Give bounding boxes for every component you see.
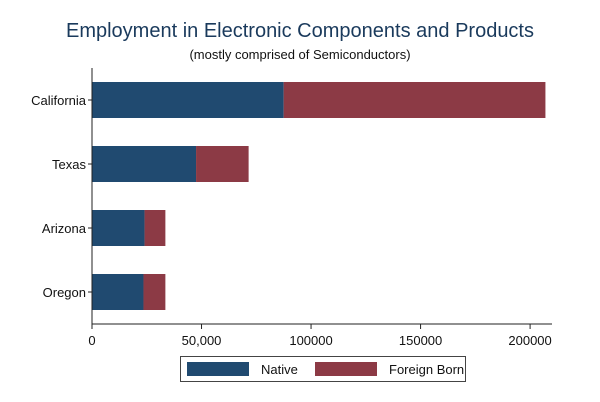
category-label-texas: Texas <box>52 157 86 172</box>
legend-label-native: Native <box>261 361 298 377</box>
legend-swatch-native <box>187 362 249 376</box>
x-tick-label-4: 200000 <box>508 333 551 348</box>
bar-texas-foreign-born <box>196 146 249 182</box>
x-tick-label-2: 100000 <box>289 333 332 348</box>
bar-arizona-foreign-born <box>144 210 166 246</box>
chart-legend: Native Foreign Born <box>180 356 466 382</box>
bar-texas-native <box>92 146 197 182</box>
bar-arizona-native <box>92 210 145 246</box>
x-tick-label-3: 150000 <box>399 333 442 348</box>
legend-swatch-foreign-born <box>315 362 377 376</box>
legend-label-foreign-born: Foreign Born <box>389 361 465 377</box>
bar-california-native <box>92 82 284 118</box>
x-tick-label-0: 0 <box>88 333 95 348</box>
category-label-arizona: Arizona <box>42 221 87 236</box>
bar-california-foreign-born <box>283 82 546 118</box>
category-label-california: California <box>31 93 87 108</box>
chart-subtitle: (mostly comprised of Semiconductors) <box>189 47 411 62</box>
bar-oregon-native <box>92 274 144 310</box>
x-tick-label-1: 50,000 <box>182 333 222 348</box>
chart-title: Employment in Electronic Components and … <box>65 20 534 42</box>
legend-item-native: Native <box>181 362 309 377</box>
legend-item-foreign-born: Foreign Born <box>309 362 464 377</box>
category-label-oregon: Oregon <box>43 285 86 300</box>
bar-oregon-foreign-born <box>143 274 166 310</box>
